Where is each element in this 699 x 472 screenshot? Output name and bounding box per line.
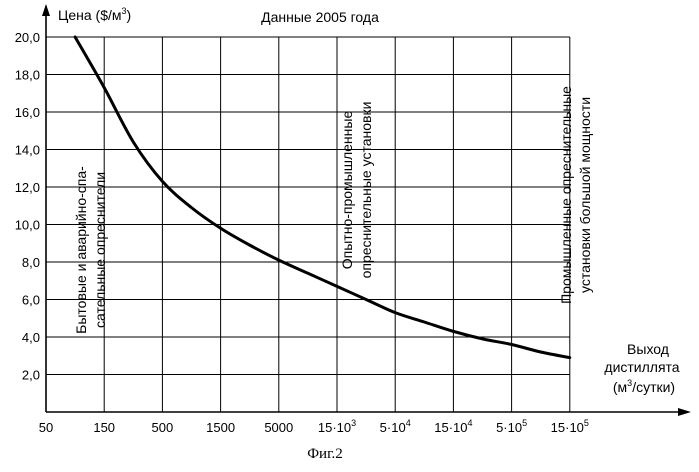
x-axis-label-unit: (м3/сутки) <box>613 378 675 395</box>
y-axis-arrow <box>42 4 50 16</box>
y-tick-label: 20,0 <box>15 30 40 45</box>
chart-title: Данные 2005 года <box>261 9 379 25</box>
x-tick-label: 150 <box>93 420 115 435</box>
y-tick-label: 6,0 <box>22 293 40 308</box>
svg-text:сательные опреснители: сательные опреснители <box>92 172 108 328</box>
y-tick-label: 2,0 <box>22 368 40 383</box>
x-axis-label-line1: Выход <box>627 341 669 357</box>
y-tick-label: 4,0 <box>22 330 40 345</box>
annotation-industrial: Промышленные опреснительные установки бо… <box>558 86 593 304</box>
y-tick-labels: 2,0 4,0 6,0 8,0 10,0 12,0 14,0 16,0 18,0 20,0 <box>15 30 40 383</box>
x-tick-label: 5·104 <box>380 418 411 435</box>
svg-text:Опытно-промышленные: Опытно-промышленные <box>339 111 355 270</box>
chart: 2,0 4,0 6,0 8,0 10,0 12,0 14,0 16,0 18,0 20,0 50 1… <box>0 0 699 472</box>
price-curve <box>75 37 570 358</box>
svg-text:опреснительные установки: опреснительные установки <box>358 102 374 279</box>
figure-caption: Фиг.2 <box>307 446 343 462</box>
x-tick-label: 5·105 <box>496 418 527 435</box>
x-axis-arrow <box>678 408 691 416</box>
y-tick-label: 16,0 <box>15 105 40 120</box>
series <box>75 37 570 358</box>
x-tick-label: 15·105 <box>551 418 589 435</box>
y-tick-label: 14,0 <box>15 143 40 158</box>
x-tick-label: 15·103 <box>318 418 356 435</box>
x-tick-label: 15·104 <box>434 418 472 435</box>
x-tick-labels: 50 150 500 1500 5000 15·103 5·104 15·104 5·105 15… <box>39 418 589 435</box>
y-tick-label: 18,0 <box>15 68 40 83</box>
x-tick-label: 50 <box>39 420 53 435</box>
svg-text:Промышленные опреснительные: Промышленные опреснительные <box>558 86 574 304</box>
y-tick-label: 8,0 <box>22 255 40 270</box>
y-tick-label: 12,0 <box>15 180 40 195</box>
svg-text:установки большой мощности: установки большой мощности <box>577 97 593 293</box>
y-axis-label: Цена ($/м3) <box>58 6 131 23</box>
x-tick-label: 1500 <box>206 420 235 435</box>
x-axis-label-line2: дистиллята <box>604 359 679 375</box>
annotation-household: Бытовые и аварийно-спа- сательные опресн… <box>73 166 108 334</box>
x-tick-label: 5000 <box>264 420 293 435</box>
grid <box>46 37 570 412</box>
svg-text:Бытовые и аварийно-спа-: Бытовые и аварийно-спа- <box>73 166 89 334</box>
y-tick-label: 10,0 <box>15 218 40 233</box>
annotation-pilot: Опытно-промышленные опреснительные устан… <box>339 102 374 279</box>
x-tick-label: 500 <box>152 420 174 435</box>
